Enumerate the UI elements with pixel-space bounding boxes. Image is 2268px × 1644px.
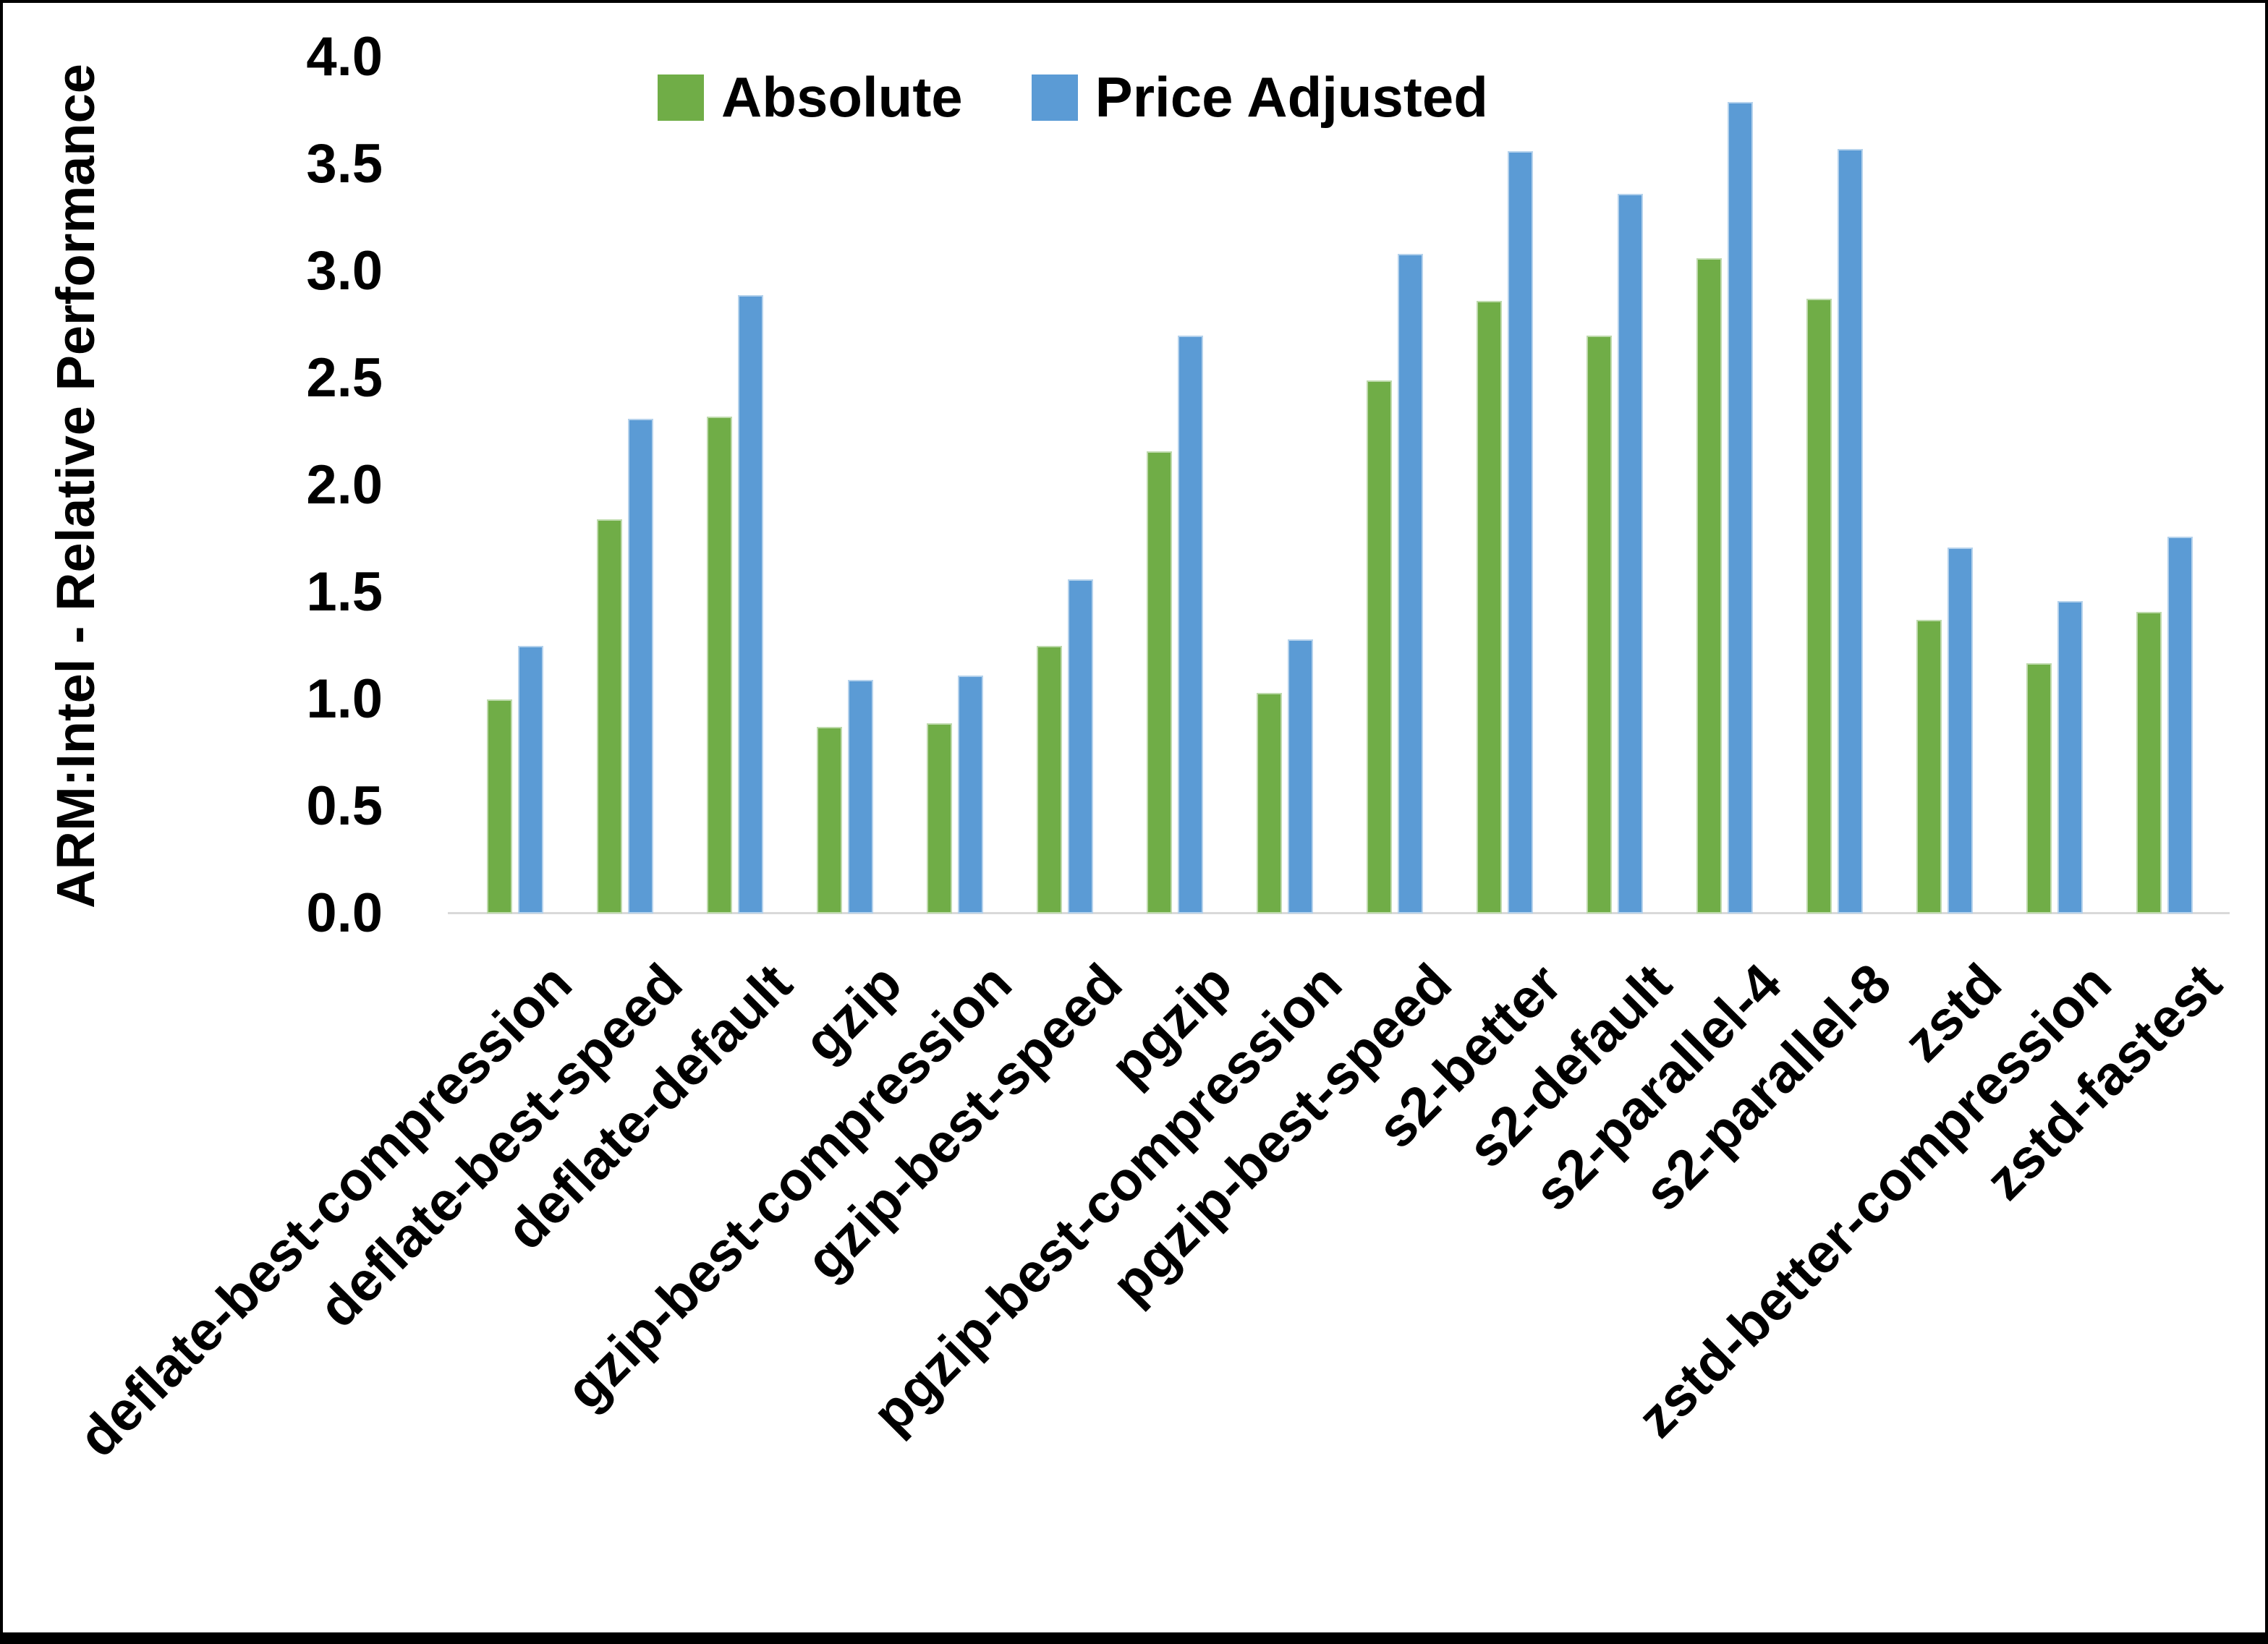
y-tick-label-1.0: 1.0 [306,668,383,730]
legend: Absolute Price Adjusted [658,64,1488,130]
legend-swatch-price-adjusted-icon [1031,74,1078,121]
bar-absolute-deflate-default [707,417,732,913]
bar-price-adjusted-zstd-better-compression [2057,600,2083,913]
bar-absolute-pgzip [1147,451,1172,913]
bar-price-adjusted-s2-default [1618,194,1643,913]
bar-price-adjusted-deflate-best-compression [518,646,543,913]
y-tick-label-2.0: 2.0 [306,454,383,516]
y-tick-label-2.5: 2.5 [306,347,383,409]
y-tick-label-3.0: 3.0 [306,240,383,302]
bar-price-adjusted-gzip [848,680,873,913]
bar-price-adjusted-s2-parallel-4 [1728,102,1753,913]
bar-absolute-deflate-best-compression [487,699,512,913]
x-axis-line [448,912,2230,914]
legend-item-price-adjusted: Price Adjusted [1031,64,1488,130]
y-tick-label-1.5: 1.5 [306,561,383,623]
bar-absolute-s2-better [1477,301,1502,913]
bar-price-adjusted-pgzip-best-speed [1398,254,1423,913]
bar-price-adjusted-gzip-best-speed [1068,579,1093,913]
legend-label-absolute: Absolute [721,65,963,129]
y-tick-label-3.5: 3.5 [306,133,383,195]
legend-swatch-absolute-icon [658,74,704,121]
bar-absolute-zstd-better-compression [2026,663,2052,913]
bar-absolute-s2-default [1587,335,1612,913]
bar-absolute-s2-parallel-4 [1696,258,1722,913]
y-tick-label-0.5: 0.5 [306,775,383,837]
bar-absolute-pgzip-best-speed [1367,380,1392,913]
bar-price-adjusted-pgzip-best-compression [1288,639,1313,913]
legend-label-price-adjusted: Price Adjusted [1095,65,1488,129]
plot-area: 0.0 0.5 1.0 1.5 2.0 2.5 3.0 3.5 4.0 deflate-best… [3,3,2265,1632]
bar-absolute-s2-parallel-8 [1806,299,1832,913]
bar-price-adjusted-deflate-best-speed [628,419,653,913]
bar-absolute-zstd [1916,620,1942,913]
y-tick-label-4.0: 4.0 [306,26,383,88]
bar-price-adjusted-deflate-default [738,294,763,913]
bar-absolute-zstd-fastest [2136,611,2162,913]
bar-absolute-gzip-best-compression [927,723,952,913]
bar-absolute-pgzip-best-compression [1257,693,1282,913]
bar-absolute-gzip-best-speed [1037,646,1062,913]
bar-price-adjusted-s2-parallel-8 [1838,149,1863,913]
bar-price-adjusted-gzip-best-compression [958,676,983,913]
legend-item-absolute: Absolute [658,64,963,130]
bar-price-adjusted-s2-better [1508,151,1533,913]
bar-price-adjusted-zstd-fastest [2167,537,2193,913]
bar-price-adjusted-pgzip [1178,335,1203,913]
bar-absolute-deflate-best-speed [597,519,622,913]
bar-absolute-gzip [817,727,842,913]
y-tick-label-0.0: 0.0 [306,882,383,944]
bar-price-adjusted-zstd [1948,547,1973,913]
